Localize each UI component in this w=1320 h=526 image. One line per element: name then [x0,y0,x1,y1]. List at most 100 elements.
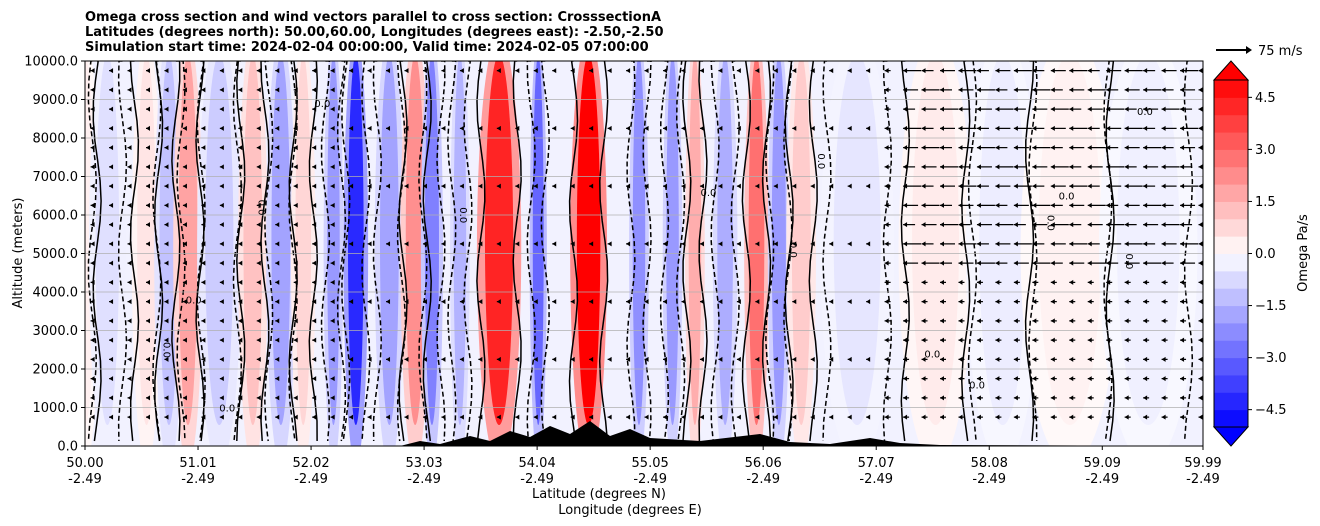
wind-vector-head [164,395,169,401]
wind-vector-head [201,68,206,74]
wind-vector-head [1087,337,1092,343]
wind-vector-head [127,395,132,401]
wind-vector-head [866,68,871,74]
contour-line [171,61,181,442]
wind-vector-head [145,202,150,208]
wind-vector-head [940,87,945,93]
omega-band-core [95,61,120,425]
contour-line [626,61,636,442]
contour-line [260,61,270,442]
wind-vector-head [238,356,243,362]
wind-vector-head [422,414,427,420]
wind-vector-head [644,241,649,247]
wind-vector-head [533,299,538,305]
wind-vector-head [182,279,187,285]
wind-vector-head [718,299,723,305]
wind-vector-head [145,145,150,151]
wind-vector-head [145,241,150,247]
wind-vector-head [1198,202,1203,208]
wind-vector-head [921,299,926,305]
contour-line [398,61,408,442]
wind-vector-head [1143,68,1148,74]
colorbar-level [1214,132,1248,150]
wind-vector-head [1124,376,1129,382]
wind-vector-head [164,183,169,189]
wind-vector-head [256,125,261,131]
wind-vector-head [829,356,834,362]
wind-vector-head [976,260,981,266]
wind-vector-head [570,414,575,420]
wind-vectors [90,68,1203,420]
omega-band-core [137,61,156,425]
wind-vector-head [1050,68,1055,74]
wind-vector-head [441,68,446,74]
contour-line [372,61,383,442]
wind-vector-head [940,106,945,112]
omega-band-core [833,61,881,425]
wind-vector-head [718,356,723,362]
wind-vector-head [995,183,1000,189]
wind-vector-head [349,68,354,74]
wind-vector-head [293,318,298,324]
wind-vector-head [293,106,298,112]
wind-vector-head [386,299,391,305]
contour-labels: 0.0 0.0 0.0 0.0 0.0 0.0 0.0 0.0 0.0 0.0 0.0 0.0 0.0 0… [160,99,1153,414]
wind-vector-head [127,337,132,343]
contour-value-label: 0.0 [1123,254,1134,270]
wind-vector-head [1161,376,1166,382]
wind-vector-head [219,414,224,420]
wind-vector-head [921,318,926,324]
wind-vector-head [1198,183,1203,189]
wind-vector-head [976,202,981,208]
contour-line [698,61,708,442]
wind-vector-head [1198,125,1203,131]
wind-vector-head [404,241,409,247]
wind-vector-head [976,106,981,112]
wind-vector-head [367,125,372,131]
wind-vector-head [570,183,575,189]
wind-vector-head [921,395,926,401]
wind-vector-head [1069,106,1074,112]
wind-vector-head [552,414,557,420]
plot-area: 0.0 0.0 0.0 0.0 0.0 0.0 0.0 0.0 0.0 0.0 0.0 0.0 0.0 0… [85,61,1203,446]
chart-title-line-3: Simulation start time: 2024-02-04 00:00:… [85,40,649,55]
wind-vector-head [275,356,280,362]
wind-vector-head [552,241,557,247]
wind-vector-head [1032,299,1037,305]
wind-vector-head [552,183,557,189]
wind-vector-head [201,106,206,112]
wind-vector-head [995,222,1000,228]
wind-vector-head [644,183,649,189]
wind-vector-head [1180,87,1185,93]
wind-vector-head [884,299,889,305]
wind-vector-head [256,260,261,266]
wind-vector-head [496,68,501,74]
wind-vector-head [1106,337,1111,343]
omega-band-core [453,61,467,425]
contour-line [1103,61,1113,442]
wind-vector-head [1180,68,1185,74]
wind-vector-head [1180,164,1185,170]
wind-vector-head [109,279,114,285]
wind-vector-head [1106,279,1111,285]
wind-vector-head [238,145,243,151]
wind-vector-head [201,145,206,151]
wind-vector-head [164,145,169,151]
wind-vector-head [1124,414,1129,420]
wind-vector-head [1087,202,1092,208]
wind-vector-head [164,279,169,285]
wind-vector-head [847,68,852,74]
wind-vector-head [884,125,889,131]
wind-vector-head [995,395,1000,401]
wind-vector-head [1161,318,1166,324]
wind-vector-head [903,164,908,170]
wind-vector-head [1013,87,1018,93]
wind-vector-head [201,87,206,93]
wind-vector-head [1087,164,1092,170]
wind-vector-head [644,414,649,420]
wind-vector-head [109,376,114,382]
wind-vector-head [1180,202,1185,208]
wind-vector-head [90,68,95,74]
contour-line [87,61,98,442]
contour-line [822,61,832,442]
